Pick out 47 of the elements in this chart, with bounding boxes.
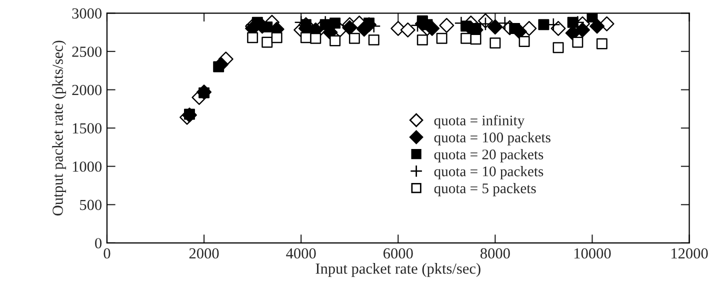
y-tick-label: 1000: [72, 161, 102, 172]
point: [262, 36, 273, 48]
point: [498, 16, 512, 30]
point: [586, 13, 598, 22]
point: [470, 34, 482, 45]
x-tick-label: 4000: [286, 248, 316, 259]
x-tick-label: 8000: [480, 248, 510, 259]
point: [596, 38, 608, 50]
point: [538, 19, 550, 30]
legend-label: quota = 100 packets: [434, 132, 550, 146]
point: [348, 32, 360, 44]
point: [439, 18, 454, 33]
x-axis-title: Input packet rate (pkts/sec): [316, 263, 480, 277]
y-tick-label: 0: [95, 238, 102, 248]
point: [552, 42, 564, 54]
point: [575, 22, 590, 38]
point: [330, 35, 341, 46]
x-tick-label: 6000: [384, 248, 413, 259]
x-tick-label: 12000: [672, 248, 708, 259]
y-tick-label: 3000: [72, 8, 102, 19]
point: [518, 36, 530, 47]
legend-label: quota = infinity: [434, 114, 525, 128]
legend-label: quota = 5 packets: [434, 183, 536, 196]
point: [342, 20, 358, 36]
point: [368, 34, 380, 46]
legend-label: quota = 10 packets: [434, 166, 544, 180]
point: [400, 22, 416, 38]
point: [490, 38, 501, 48]
y-axis-title: Output packet rate (pkts/sec): [52, 40, 66, 216]
point: [572, 36, 584, 48]
point: [213, 61, 224, 72]
y-tick-label: 2500: [72, 46, 102, 57]
point: [416, 34, 428, 46]
point: [460, 32, 472, 44]
legend-label: quota = 20 packets: [434, 149, 544, 162]
point: [310, 32, 322, 44]
y-tick-label: 1500: [72, 123, 102, 134]
x-tick-label: 2000: [189, 248, 219, 259]
point: [247, 32, 258, 44]
y-tick-label: 2000: [72, 84, 102, 96]
y-tick-label: 500: [80, 200, 102, 210]
x-tick-label: 10000: [574, 248, 611, 259]
point: [590, 18, 605, 34]
point: [330, 18, 341, 29]
x-tick-label: 0: [104, 248, 110, 259]
point: [436, 32, 448, 44]
point: [271, 32, 282, 44]
